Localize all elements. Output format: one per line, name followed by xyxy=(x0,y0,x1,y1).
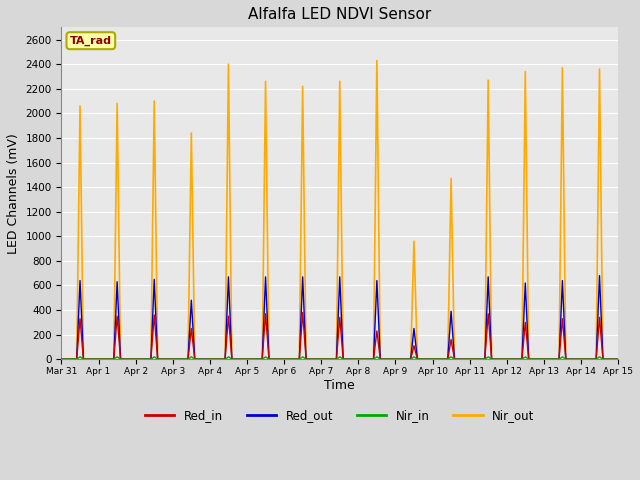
Y-axis label: LED Channels (mV): LED Channels (mV) xyxy=(7,133,20,253)
X-axis label: Time: Time xyxy=(324,379,355,392)
Legend: Red_in, Red_out, Nir_in, Nir_out: Red_in, Red_out, Nir_in, Nir_out xyxy=(140,404,540,426)
Text: TA_rad: TA_rad xyxy=(70,36,112,46)
Title: Alfalfa LED NDVI Sensor: Alfalfa LED NDVI Sensor xyxy=(248,7,431,22)
